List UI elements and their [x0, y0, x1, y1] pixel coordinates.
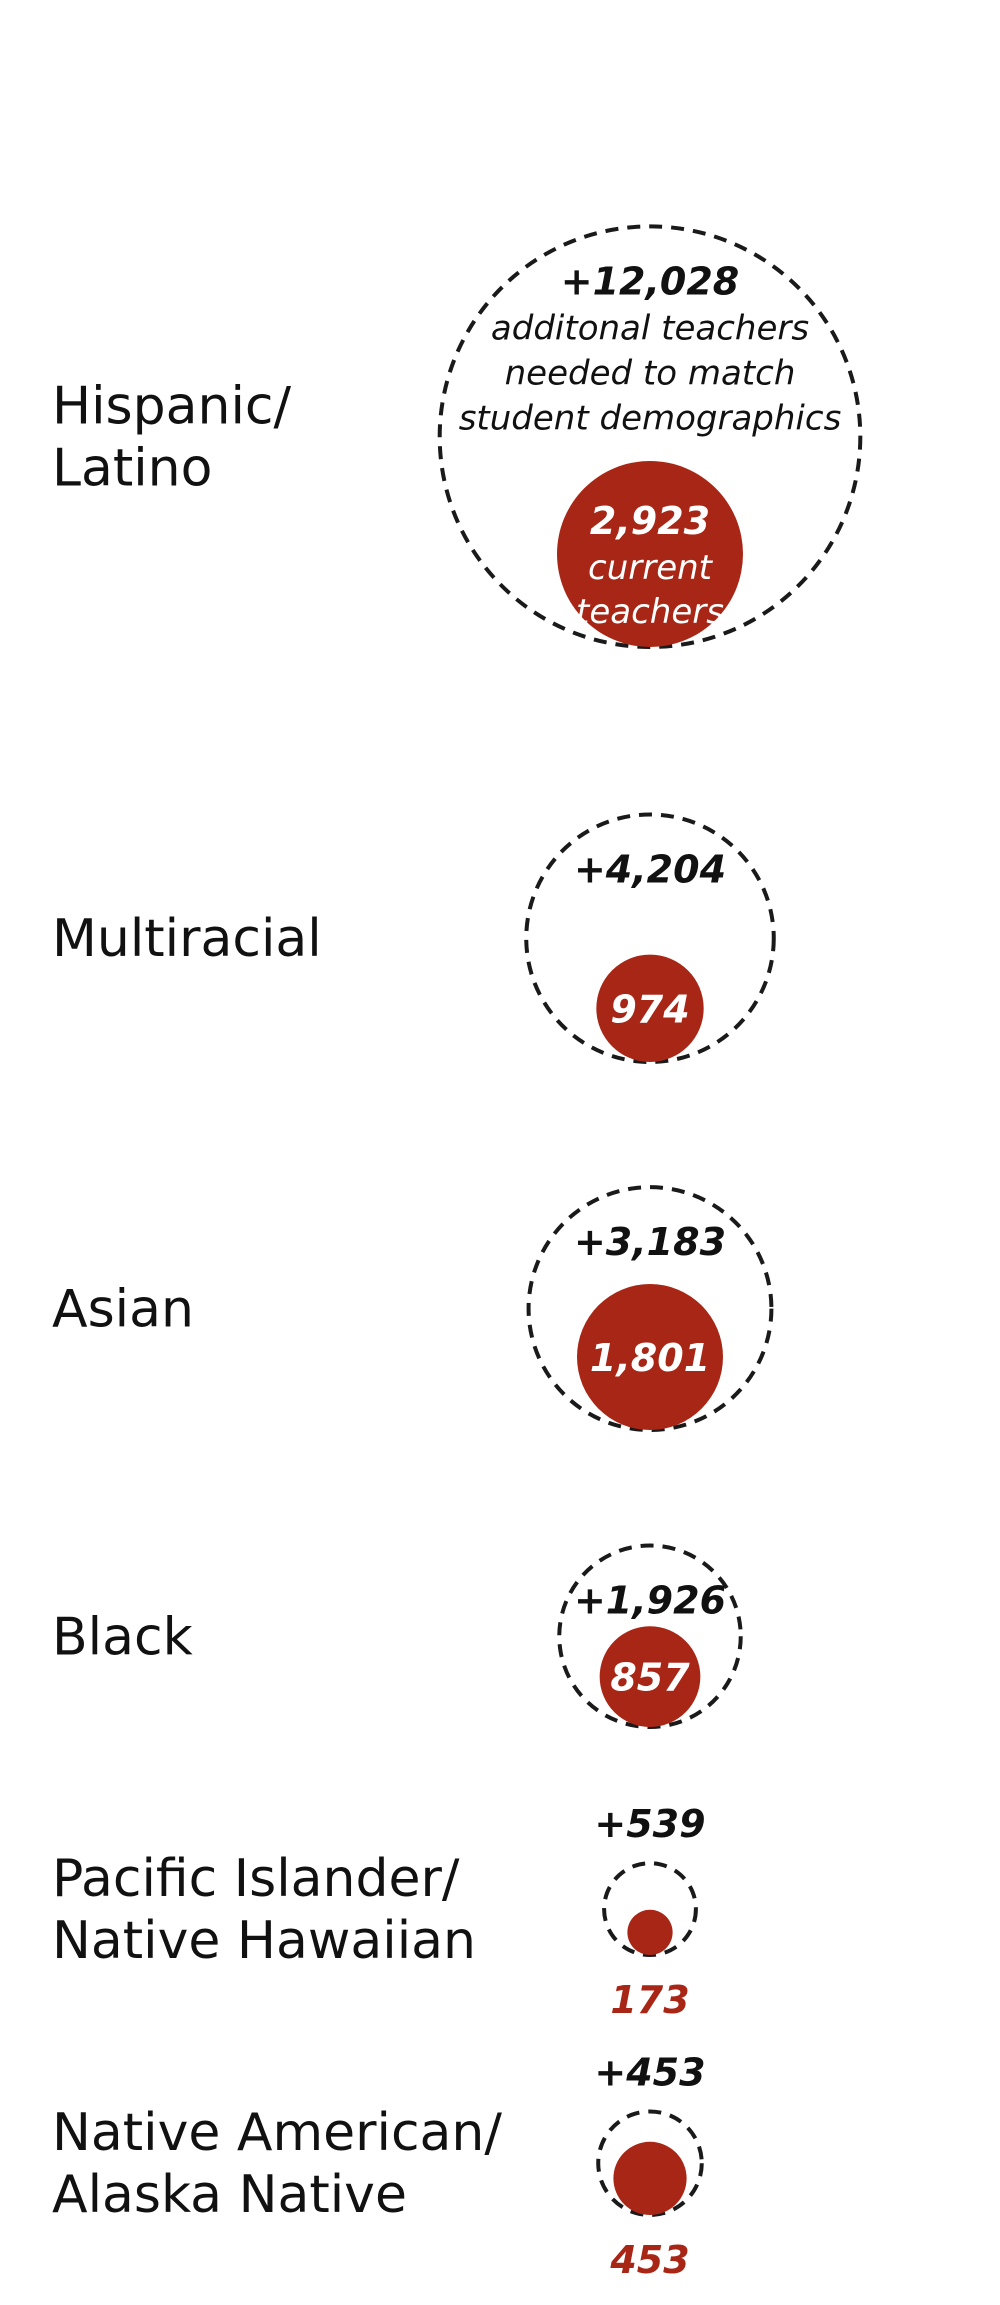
current-caption-line: teachers: [576, 592, 724, 632]
group-label: Native American/: [52, 2103, 502, 2163]
bubble-group: Black +1,926 857: [52, 1543, 743, 1729]
needed-value-label: +1,926: [574, 1579, 726, 1623]
group-label: Alaska Native: [52, 2165, 407, 2225]
group-label: Pacific Islander/: [52, 1849, 460, 1909]
group-label: Hispanic/: [52, 377, 292, 437]
needed-value-label: +4,204: [574, 847, 726, 891]
needed-circle: [602, 1861, 698, 1958]
bubble-group: Pacific Islander/Native Hawaiian +539 173: [52, 1802, 706, 2022]
needed-caption-line: needed to match: [505, 353, 796, 393]
current-value-label: 974: [610, 987, 689, 1031]
current-value-label: 173: [610, 1978, 689, 2022]
current-circle: [613, 2141, 687, 2215]
group-label: Latino: [52, 439, 212, 499]
bubble-group: Asian +3,183 1,801: [52, 1185, 774, 1432]
current-value-label: 857: [610, 1656, 690, 1700]
bubble-group: Hispanic/Latino +12,028 additonal teachers…: [52, 224, 863, 649]
bubble-group: Native American/Alaska Native +453 453: [52, 2050, 706, 2282]
needed-caption-line: additonal teachers: [491, 308, 809, 348]
current-circle: [627, 1909, 673, 1955]
current-circle: [599, 1626, 701, 1727]
needed-value-label: +3,183: [574, 1220, 726, 1264]
needed-circle: [524, 812, 776, 1064]
group-label: Asian: [52, 1280, 194, 1340]
current-caption-line: current: [588, 548, 714, 588]
current-value-label: 1,801: [590, 1336, 710, 1380]
needed-value-label: +12,028: [561, 259, 739, 303]
group-label: Native Hawaiian: [52, 1911, 476, 1971]
current-circle: [557, 461, 743, 647]
needed-circle: [596, 2109, 704, 2217]
current-circle: [596, 954, 704, 1062]
current-value-label: 453: [609, 2238, 689, 2282]
current-value-label: 2,923: [590, 499, 710, 543]
group-label: Black: [52, 1607, 193, 1667]
group-label: Multiracial: [52, 909, 322, 969]
needed-value-label: +453: [594, 2050, 705, 2094]
needed-caption-line: student demographics: [459, 398, 842, 438]
needed-circle: [526, 1185, 774, 1432]
needed-value-label: +539: [594, 1802, 705, 1846]
current-circle: [577, 1284, 723, 1431]
bubble-group: Multiracial +4,204 974: [52, 812, 776, 1064]
